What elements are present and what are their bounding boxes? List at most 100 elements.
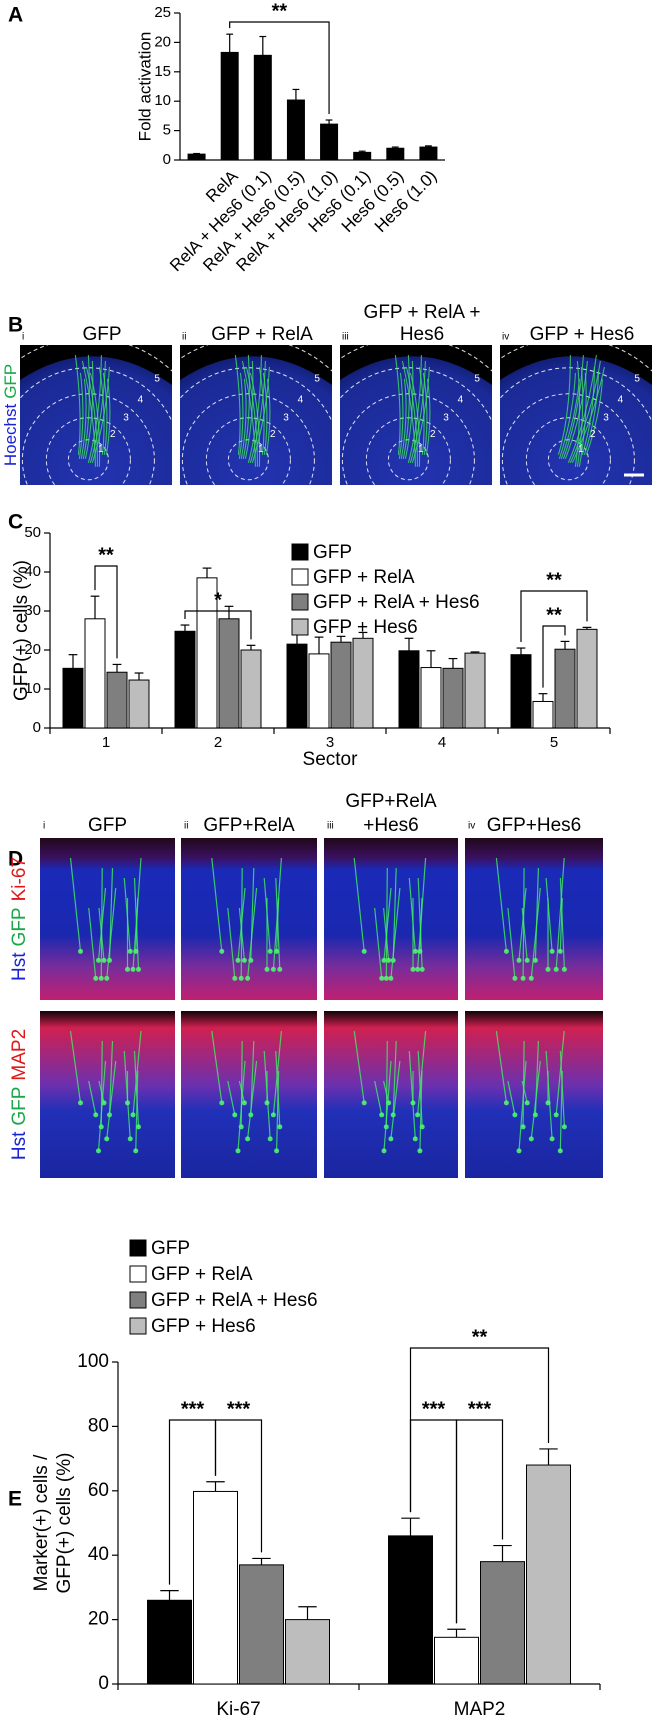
gfp-cell: [87, 354, 102, 463]
gfp-soma: [130, 966, 136, 972]
gfp-cell: [102, 372, 108, 455]
gfp-soma: [241, 1100, 247, 1106]
gfp-soma: [417, 948, 423, 954]
gfp-cell: [422, 372, 428, 455]
sector-number: 3: [603, 412, 609, 423]
gfp-cell: [353, 1030, 365, 1103]
gfp-cell: [557, 354, 571, 455]
gfp-cell: [242, 354, 250, 459]
gfp-soma: [277, 1124, 283, 1130]
bar: [526, 1464, 571, 1685]
y-tick-label: 5: [163, 122, 171, 139]
gfp-soma: [545, 966, 551, 972]
gfp-cell: [106, 1060, 117, 1139]
gfp-soma: [512, 1112, 518, 1118]
sector-number: 1: [418, 444, 424, 455]
legend-swatch: [129, 1265, 147, 1283]
y-tick-label: 0: [98, 1673, 109, 1694]
gfp-soma: [410, 966, 416, 972]
gfp-cell: [522, 867, 525, 979]
gfp-soma: [388, 1136, 394, 1142]
micrograph-content: [181, 838, 317, 1000]
gfp-cell: [417, 857, 427, 970]
y-tick-label: 15: [154, 63, 171, 80]
sector-number: 1: [258, 444, 264, 455]
gfp-soma: [528, 975, 534, 981]
bar: [84, 618, 106, 729]
bar: [434, 1636, 479, 1685]
gfp-cell: [78, 372, 84, 459]
bar: [193, 1490, 238, 1685]
gfp-cell: [249, 360, 266, 463]
x-tick-label: 5: [550, 734, 558, 751]
gfp-soma: [388, 975, 394, 981]
sector-number: 3: [123, 412, 129, 423]
panel-numeral: i: [22, 332, 24, 343]
gfp-soma: [241, 957, 247, 963]
tissue: [324, 1011, 458, 1178]
gfp-cell: [227, 1080, 236, 1115]
sector-number: 1: [578, 444, 584, 455]
gfp-soma: [104, 1136, 110, 1142]
panel-numeral: ii: [184, 821, 188, 832]
gfp-soma: [503, 1100, 509, 1106]
gfp-cell: [247, 354, 262, 463]
panel-numeral: iv: [468, 821, 475, 832]
bar: [285, 1619, 330, 1685]
sector-number: 4: [618, 394, 624, 405]
micrograph-title: GFP+RelA: [345, 791, 437, 812]
bar: [386, 147, 405, 161]
gfp-cell: [408, 877, 416, 952]
micrograph: [465, 1011, 603, 1178]
gfp-cell: [88, 1080, 97, 1115]
gfp-soma: [561, 1124, 567, 1130]
gfp-soma: [417, 1148, 423, 1154]
gfp-cell: [400, 378, 407, 459]
bar: [239, 1564, 284, 1685]
gfp-soma: [78, 1100, 83, 1106]
gfp-soma: [136, 1124, 141, 1130]
gfp-soma: [245, 1136, 251, 1142]
gfp-cell: [507, 907, 516, 979]
micrograph-title: GFP + RelA +: [364, 302, 481, 323]
gfp-cell: [97, 887, 107, 961]
legend-swatch: [291, 568, 309, 586]
gfp-soma: [125, 966, 130, 972]
significance-label: **: [546, 569, 562, 591]
y-tick-label: 10: [24, 680, 41, 697]
gfp-soma: [503, 948, 509, 954]
gfp-soma: [270, 966, 276, 972]
gfp-cell: [417, 877, 423, 970]
gfp-cell: [245, 366, 258, 467]
bar: [510, 654, 532, 729]
side-label-word: Hst: [9, 1131, 30, 1160]
sector-number: 5: [314, 373, 320, 384]
legend-swatch: [291, 618, 309, 636]
gfp-cell: [82, 354, 90, 459]
bar: [353, 151, 372, 161]
micrograph: [40, 838, 175, 1000]
gfp-soma: [520, 1124, 526, 1130]
significance-label: **: [546, 604, 562, 626]
tissue-edge: [20, 345, 172, 385]
gfp-cell: [247, 887, 258, 979]
gfp-cell: [237, 887, 246, 961]
gfp-cell: [390, 887, 401, 979]
gfp-cell: [390, 1060, 401, 1139]
bar: [352, 637, 374, 729]
gfp-cell: [534, 867, 539, 961]
legend-label: GFP + RelA: [313, 567, 415, 588]
bar: [174, 630, 196, 729]
bar: [320, 123, 339, 161]
side-label-word: MAP2: [9, 1029, 30, 1081]
gfp-soma: [96, 957, 101, 963]
gfp-soma: [104, 975, 110, 981]
gfp-soma: [98, 1124, 104, 1130]
gfp-cell: [401, 360, 416, 467]
legend-swatch: [291, 543, 309, 561]
bar: [187, 153, 206, 161]
bar: [330, 641, 352, 729]
gfp-cell: [211, 857, 223, 952]
gfp-soma: [532, 957, 538, 963]
